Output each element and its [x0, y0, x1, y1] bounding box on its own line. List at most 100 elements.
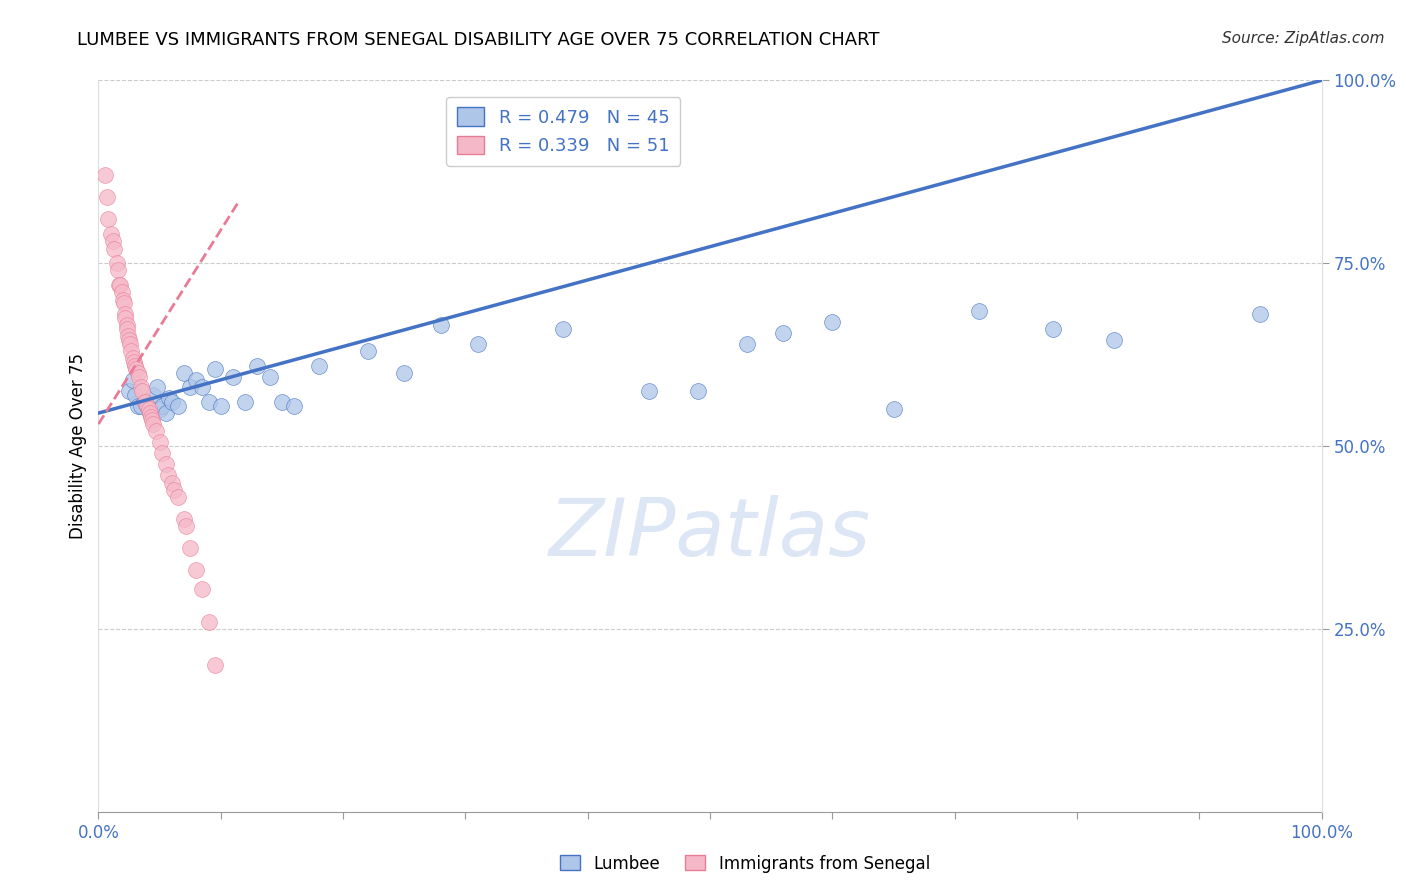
Point [179, 541, 201, 556]
Point [134, 395, 156, 409]
Point [103, 242, 125, 256]
Point [157, 392, 180, 406]
Text: Source: ZipAtlas.com: Source: ZipAtlas.com [1222, 31, 1385, 46]
Point [142, 388, 165, 402]
Point [149, 435, 172, 450]
Point [124, 359, 146, 373]
Point [204, 362, 226, 376]
Point [1042, 322, 1064, 336]
Point [124, 388, 146, 402]
Point [356, 343, 378, 358]
Point [173, 512, 195, 526]
Point [115, 318, 138, 333]
Point [553, 322, 575, 336]
Point [735, 336, 758, 351]
Point [138, 402, 160, 417]
Point [139, 406, 162, 420]
Point [167, 490, 190, 504]
Point [129, 380, 152, 394]
Point [1102, 333, 1125, 347]
Point [967, 303, 990, 318]
Point [145, 425, 167, 439]
Point [141, 413, 163, 427]
Point [108, 278, 131, 293]
Point [160, 395, 183, 409]
Point [246, 359, 269, 373]
Point [139, 409, 162, 424]
Point [1249, 307, 1271, 321]
Point [150, 446, 173, 460]
Point [115, 322, 138, 336]
Point [111, 293, 134, 307]
Point [117, 329, 139, 343]
Point [467, 336, 489, 351]
Point [142, 417, 165, 431]
Point [163, 483, 186, 497]
Point [222, 369, 245, 384]
Point [118, 384, 141, 399]
Point [112, 296, 135, 310]
Point [127, 399, 149, 413]
Point [883, 402, 905, 417]
Point [146, 380, 169, 394]
Point [686, 384, 709, 399]
Point [772, 326, 794, 340]
Point [173, 366, 195, 380]
Point [127, 366, 149, 380]
Point [283, 399, 305, 413]
Point [139, 406, 162, 420]
Point [157, 468, 180, 483]
Legend: R = 0.479   N = 45, R = 0.339   N = 51: R = 0.479 N = 45, R = 0.339 N = 51 [446, 96, 681, 166]
Point [197, 395, 219, 409]
Point [186, 563, 208, 577]
Point [191, 582, 214, 596]
Point [191, 380, 214, 394]
Point [105, 256, 128, 270]
Point [122, 355, 145, 369]
Point [121, 351, 143, 366]
Point [114, 310, 136, 325]
Point [96, 190, 118, 204]
Point [118, 333, 141, 347]
Point [176, 519, 198, 533]
Point [186, 373, 208, 387]
Point [155, 406, 177, 420]
Point [392, 366, 416, 380]
Point [179, 380, 201, 394]
Point [155, 457, 177, 471]
Point [131, 384, 153, 399]
Point [93, 169, 115, 183]
Point [110, 278, 132, 293]
Point [100, 227, 122, 241]
Point [136, 399, 159, 413]
Point [129, 399, 152, 413]
Point [120, 343, 142, 358]
Legend: Lumbee, Immigrants from Senegal: Lumbee, Immigrants from Senegal [554, 848, 936, 880]
Point [308, 359, 330, 373]
Point [637, 384, 661, 399]
Point [114, 307, 136, 321]
Y-axis label: Disability Age Over 75: Disability Age Over 75 [69, 353, 87, 539]
Point [128, 369, 150, 384]
Point [101, 234, 124, 248]
Point [160, 475, 183, 490]
Point [167, 399, 190, 413]
Point [120, 336, 142, 351]
Text: ZIPatlas: ZIPatlas [548, 495, 872, 573]
Point [430, 318, 453, 333]
Text: LUMBEE VS IMMIGRANTS FROM SENEGAL DISABILITY AGE OVER 75 CORRELATION CHART: LUMBEE VS IMMIGRANTS FROM SENEGAL DISABI… [77, 31, 880, 49]
Point [136, 399, 159, 413]
Point [204, 658, 226, 673]
Point [121, 373, 143, 387]
Point [149, 402, 172, 417]
Point [150, 399, 173, 413]
Point [134, 395, 156, 409]
Point [233, 395, 256, 409]
Point [270, 395, 294, 409]
Point [821, 315, 844, 329]
Point [197, 615, 219, 629]
Point [111, 285, 134, 300]
Point [209, 399, 232, 413]
Point [259, 369, 281, 384]
Point [107, 263, 129, 277]
